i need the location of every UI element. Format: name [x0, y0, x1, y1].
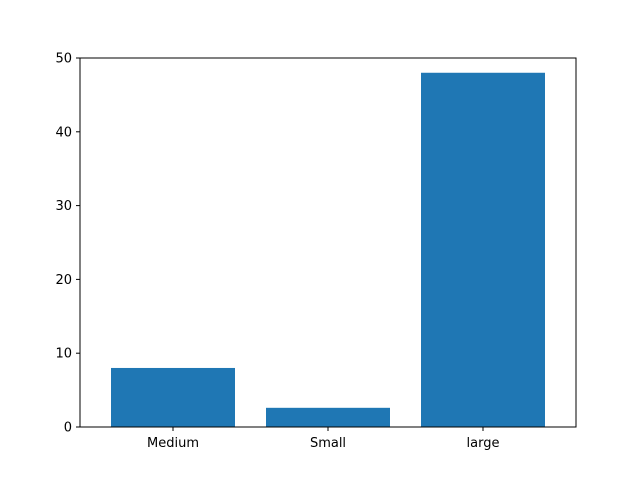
plot-frame [79, 57, 577, 428]
y-tick-label: 40 [55, 125, 72, 140]
y-tick-label: 20 [55, 273, 72, 288]
y-tick-label: 30 [55, 199, 72, 214]
bars-layer [111, 72, 545, 427]
y-tick-label: 10 [55, 347, 72, 362]
bar-medium [111, 367, 235, 427]
x-tick-label: Medium [147, 436, 199, 451]
bar-large [421, 72, 545, 427]
y-tick-label: 0 [64, 421, 72, 436]
bar-small [266, 407, 390, 427]
y-tick-label: 50 [55, 52, 72, 67]
y-axis: 0 10 20 30 40 50 [55, 52, 80, 436]
x-axis: Medium Small large [147, 427, 499, 451]
x-tick-label: large [467, 436, 500, 451]
x-tick-label: Small [310, 436, 346, 451]
